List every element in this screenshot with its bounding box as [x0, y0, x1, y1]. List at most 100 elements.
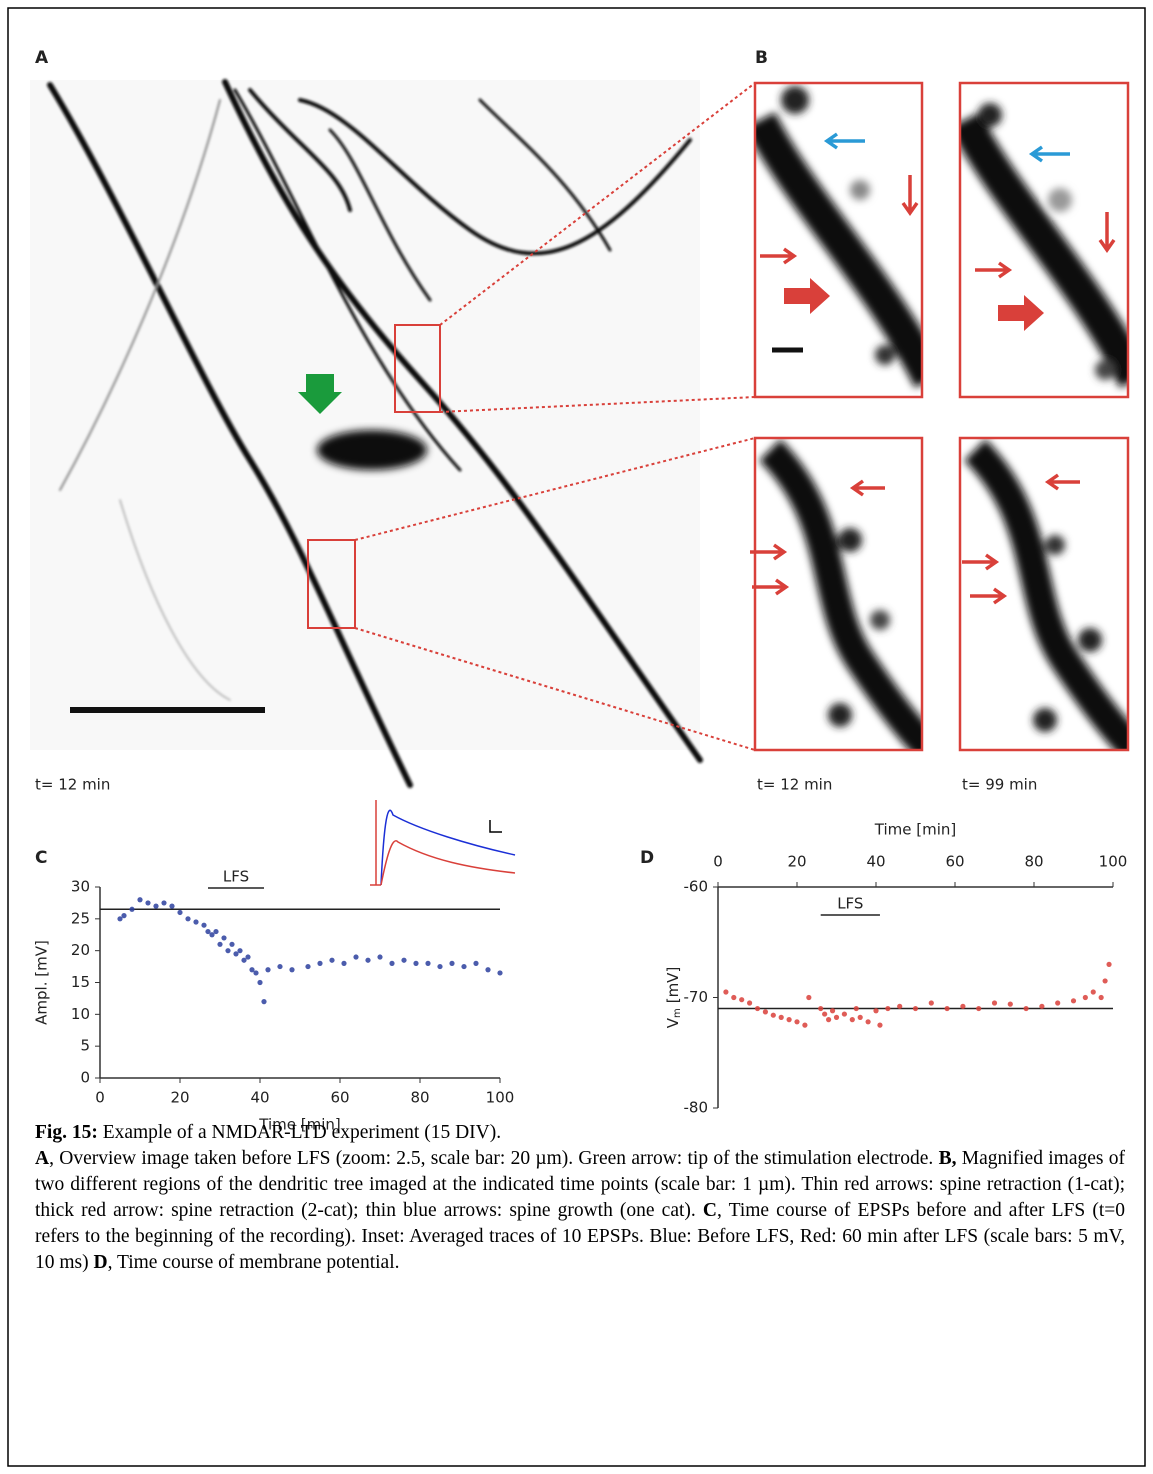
point [377, 954, 383, 960]
point [221, 935, 227, 941]
point [1102, 978, 1108, 984]
y-tick-label: 20 [71, 941, 90, 959]
point [425, 960, 431, 967]
y-axis-label-sub: m [672, 1008, 683, 1018]
y-tick-label: 25 [71, 909, 90, 927]
time-label: t= 12 min [35, 776, 110, 794]
point [912, 1005, 919, 1012]
point [245, 954, 251, 960]
point [485, 967, 491, 973]
point [762, 1009, 769, 1015]
y-tick-label: 15 [71, 973, 90, 991]
point [1082, 994, 1088, 1001]
point [413, 960, 419, 967]
x-tick-label: 80 [410, 1089, 429, 1107]
y-axis-label-part: V [664, 1017, 682, 1028]
point [121, 913, 127, 919]
y-tick-label: -60 [684, 878, 709, 896]
point [731, 994, 737, 1001]
x-tick-label: 60 [945, 853, 964, 871]
point [818, 1005, 824, 1012]
frame [7, 7, 1146, 1467]
point [829, 1008, 836, 1014]
point [770, 1012, 776, 1018]
point [253, 970, 259, 976]
point [389, 960, 395, 967]
point [822, 1011, 828, 1017]
point [1055, 1000, 1061, 1006]
y-tick-label: 0 [80, 1069, 90, 1087]
point [857, 1014, 863, 1020]
caption-label: C [702, 1200, 717, 1221]
point [205, 928, 211, 935]
x-tick-label: 100 [486, 1089, 515, 1107]
x-tick-label: 0 [713, 853, 723, 871]
point [257, 979, 263, 986]
point [833, 1014, 840, 1020]
x-tick-label: 40 [250, 1089, 269, 1107]
point [177, 909, 183, 916]
point [201, 922, 207, 928]
caption-text: , Overview image taken before LFS (zoom:… [49, 1148, 939, 1169]
chart-c: C 0 5 10 15 20 25 30 0 20 40 60 80 100 Time [min] Ampl.… [33, 848, 515, 1134]
point [739, 997, 745, 1003]
point [1106, 961, 1112, 967]
point [185, 916, 191, 922]
caption-text: Example of a NMDAR-LTD experiment (15 DI… [97, 1122, 502, 1143]
micrographs-b [750, 81, 1130, 752]
panel-label: C [35, 848, 47, 868]
point [786, 1017, 792, 1023]
point [873, 1008, 879, 1014]
x-tick-label: 60 [330, 1089, 349, 1107]
caption-label: A [35, 1148, 50, 1169]
caption: Fig. 15: Example of a NMDAR-LTD experime… [35, 1120, 1125, 1276]
point [169, 903, 175, 909]
inset-traces [370, 800, 516, 886]
point [794, 1019, 800, 1025]
point [1039, 1003, 1045, 1009]
point [849, 1017, 855, 1023]
y-tick-label: 10 [71, 1005, 90, 1023]
point [928, 1000, 934, 1006]
panel-label: A [35, 48, 49, 68]
y-axis-label-part: [mV] [664, 967, 682, 1004]
point [1090, 989, 1096, 995]
y-tick-label: 5 [80, 1037, 90, 1055]
caption-label: B, [938, 1148, 957, 1169]
point [1070, 998, 1077, 1004]
time-label: t= 12 min [757, 776, 832, 794]
point [723, 989, 729, 995]
panel-label: D [640, 848, 654, 868]
fig-number: Fig. 15: [35, 1122, 98, 1143]
point [991, 1000, 998, 1006]
caption-body: A, Overview image taken before LFS (zoom… [35, 1146, 1125, 1276]
point [841, 1011, 848, 1017]
point [145, 900, 151, 906]
point [249, 967, 255, 973]
x-tick-label: 100 [1099, 853, 1128, 871]
lfs-label: LFS [837, 895, 863, 913]
point [497, 970, 503, 976]
point [437, 963, 443, 970]
point [1098, 994, 1104, 1001]
point [277, 963, 283, 970]
caption-text: , Time course of EPSPs before and after … [35, 1200, 1125, 1273]
point [329, 957, 335, 963]
point [229, 941, 235, 947]
y-tick-label: 30 [71, 878, 90, 896]
x-tick-label: 80 [1024, 853, 1043, 871]
point [976, 1005, 982, 1012]
x-axis-label: Time [min] [874, 821, 956, 839]
point [877, 1022, 883, 1028]
micrograph-a [30, 79, 756, 788]
point [129, 906, 135, 912]
point [897, 1003, 903, 1009]
point [1007, 1001, 1013, 1007]
point [217, 941, 223, 947]
point [161, 900, 167, 906]
point [213, 928, 219, 935]
x-tick-label: 40 [866, 853, 885, 871]
chart-d: D -80 -70 -600 20 40 60 80 100 Time [min] Vm [mV] LF… [640, 821, 1127, 1117]
panel-label: B [755, 48, 768, 68]
